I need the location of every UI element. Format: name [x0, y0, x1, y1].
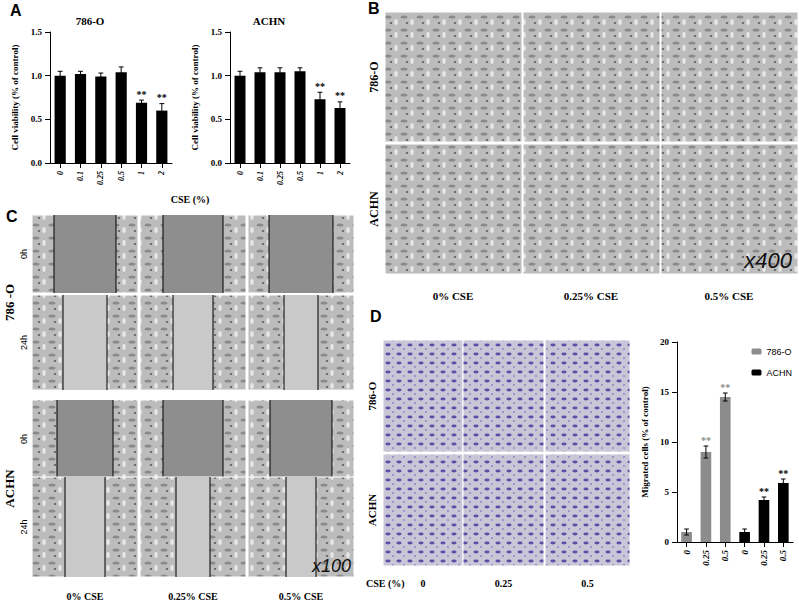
svg-text:0% CSE: 0% CSE — [433, 290, 474, 302]
svg-text:786-O: 786-O — [367, 61, 381, 92]
svg-text:0: 0 — [664, 537, 669, 547]
svg-text:0.5: 0.5 — [778, 550, 788, 562]
svg-text:B: B — [368, 0, 380, 17]
svg-text:786-O: 786-O — [766, 347, 791, 357]
svg-text:2: 2 — [336, 171, 345, 176]
svg-text:15: 15 — [660, 387, 670, 397]
svg-text:C: C — [6, 208, 18, 225]
svg-text:0.25: 0.25 — [495, 578, 513, 589]
svg-text:ACHN: ACHN — [2, 469, 17, 508]
svg-text:786-O: 786-O — [366, 381, 378, 410]
svg-text:0.5: 0.5 — [117, 171, 126, 181]
svg-text:24h: 24h — [19, 519, 29, 534]
svg-text:CSE (%): CSE (%) — [366, 578, 405, 590]
svg-text:0.5: 0.5 — [296, 171, 305, 181]
svg-text:1: 1 — [316, 171, 325, 175]
svg-text:0.25: 0.25 — [276, 171, 285, 185]
svg-text:24h: 24h — [19, 335, 29, 350]
svg-text:10: 10 — [660, 437, 670, 447]
svg-text:1.0: 1.0 — [31, 71, 43, 81]
svg-text:20: 20 — [660, 337, 670, 347]
svg-text:0.25: 0.25 — [701, 550, 711, 566]
svg-text:Cell viability (% of control): Cell viability (% of control) — [190, 45, 200, 151]
svg-text:0.25: 0.25 — [759, 550, 769, 566]
svg-text:786 -O: 786 -O — [2, 284, 17, 321]
svg-text:0.5: 0.5 — [211, 114, 223, 124]
svg-text:Migrated cells (% of control): Migrated cells (% of control) — [640, 386, 650, 497]
svg-text:0.5: 0.5 — [31, 114, 43, 124]
svg-text:**: ** — [315, 81, 325, 92]
svg-text:ACHN: ACHN — [366, 494, 378, 526]
svg-text:**: ** — [137, 89, 147, 100]
svg-text:**: ** — [759, 486, 769, 497]
svg-text:**: ** — [778, 468, 788, 479]
svg-text:0.5: 0.5 — [720, 550, 730, 562]
svg-text:2: 2 — [157, 171, 166, 176]
svg-text:D: D — [370, 308, 382, 325]
svg-text:0.25% CSE: 0.25% CSE — [168, 591, 218, 602]
svg-text:0.0: 0.0 — [31, 158, 43, 168]
svg-text:Cell viability (% of control): Cell viability (% of control) — [10, 45, 20, 151]
svg-text:**: ** — [335, 90, 345, 101]
svg-text:1.0: 1.0 — [211, 71, 223, 81]
svg-text:0: 0 — [236, 171, 245, 175]
svg-text:0: 0 — [56, 171, 65, 175]
svg-text:5: 5 — [664, 487, 669, 497]
svg-text:x400: x400 — [743, 248, 792, 273]
svg-text:0.25% CSE: 0.25% CSE — [564, 290, 618, 302]
svg-text:**: ** — [701, 435, 711, 446]
svg-text:0.5% CSE: 0.5% CSE — [279, 591, 324, 602]
svg-text:0.1: 0.1 — [76, 171, 85, 181]
svg-text:0.0: 0.0 — [211, 158, 223, 168]
svg-text:**: ** — [720, 382, 730, 393]
svg-text:ACHN: ACHN — [766, 368, 792, 378]
svg-text:0: 0 — [682, 550, 692, 555]
svg-text:1.5: 1.5 — [211, 27, 223, 37]
svg-text:1: 1 — [137, 171, 146, 175]
svg-text:**: ** — [157, 92, 167, 103]
svg-text:0h: 0h — [19, 434, 29, 444]
svg-text:0.1: 0.1 — [256, 171, 265, 181]
svg-text:x100: x100 — [311, 556, 351, 576]
svg-text:0.5: 0.5 — [581, 578, 594, 589]
svg-text:786-O: 786-O — [76, 15, 105, 27]
svg-text:0: 0 — [421, 578, 426, 589]
svg-text:0.5% CSE: 0.5% CSE — [705, 290, 754, 302]
svg-text:0h: 0h — [19, 249, 29, 259]
svg-text:0.25: 0.25 — [96, 171, 105, 185]
svg-text:1.5: 1.5 — [31, 27, 43, 37]
svg-text:0: 0 — [740, 550, 750, 555]
svg-text:A: A — [10, 2, 22, 19]
svg-text:CSE (%): CSE (%) — [171, 194, 210, 206]
svg-text:ACHN: ACHN — [253, 15, 285, 27]
svg-text:0% CSE: 0% CSE — [67, 591, 104, 602]
svg-text:ACHN: ACHN — [367, 191, 381, 227]
